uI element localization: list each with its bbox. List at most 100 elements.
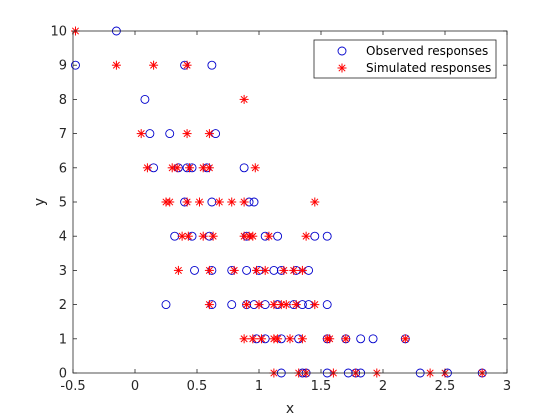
- y-tick-label: 10: [50, 25, 67, 40]
- legend: Observed responses Simulated responses: [313, 39, 497, 79]
- plot-area: [73, 31, 507, 373]
- observed-point: [207, 60, 217, 70]
- observed-point: [227, 300, 237, 310]
- simulated-point: [242, 300, 252, 310]
- y-tick-label: 4: [59, 230, 67, 245]
- series-simulated: [70, 26, 487, 378]
- simulated-point: [204, 300, 214, 310]
- observed-point: [242, 265, 252, 275]
- simulated-point: [198, 163, 208, 173]
- simulated-point: [252, 265, 262, 275]
- x-tick-label: 0: [131, 379, 139, 394]
- simulated-point: [248, 334, 258, 344]
- simulated-point: [208, 231, 218, 241]
- simulated-point: [325, 334, 335, 344]
- observed-point: [145, 129, 155, 139]
- simulated-point: [400, 334, 410, 344]
- observed-point: [368, 334, 378, 344]
- y-tick-label: 2: [59, 298, 67, 313]
- simulated-point: [227, 197, 237, 207]
- simulated-point: [111, 60, 121, 70]
- x-tick-label: 2: [379, 379, 387, 394]
- simulated-point: [310, 300, 320, 310]
- x-tick-label: 0.5: [187, 379, 208, 394]
- simulated-point: [204, 265, 214, 275]
- x-tick-label: 2.5: [435, 379, 456, 394]
- simulated-point: [214, 197, 224, 207]
- x-tick-label: 1.5: [311, 379, 332, 394]
- y-axis-label: y: [32, 198, 48, 206]
- simulated-point: [172, 163, 182, 173]
- simulated-point: [291, 300, 301, 310]
- simulated-point: [310, 197, 320, 207]
- simulated-point: [182, 60, 192, 70]
- simulated-point: [182, 197, 192, 207]
- simulated-point: [264, 231, 274, 241]
- simulated-point: [239, 334, 249, 344]
- y-tick-label: 8: [59, 93, 67, 108]
- observed-point: [71, 60, 80, 70]
- y-tick-label: 7: [59, 127, 67, 142]
- x-tick-label: 1: [255, 379, 263, 394]
- simulated-point: [149, 60, 159, 70]
- simulated-point: [204, 163, 214, 173]
- observed-point: [322, 300, 332, 310]
- simulated-point: [281, 300, 291, 310]
- simulated-point: [279, 265, 289, 275]
- simulated-point: [297, 334, 307, 344]
- simulated-point: [273, 334, 283, 344]
- simulated-point: [165, 197, 175, 207]
- simulated-point: [182, 129, 192, 139]
- simulated-point: [248, 231, 258, 241]
- simulated-point: [194, 197, 204, 207]
- observed-point: [356, 334, 366, 344]
- data-marks: [70, 26, 487, 378]
- simulated-point: [301, 231, 311, 241]
- observed-point: [140, 94, 150, 104]
- simulated-point: [341, 334, 351, 344]
- y-tick-label: 0: [59, 367, 67, 382]
- observed-point: [273, 231, 283, 241]
- simulated-point: [256, 334, 266, 344]
- simulated-point: [136, 129, 146, 139]
- simulated-point: [204, 129, 214, 139]
- x-axis-label: x: [286, 401, 294, 417]
- observed-point: [161, 300, 171, 310]
- legend-label-simulated: Simulated responses: [366, 61, 491, 75]
- simulated-point: [229, 265, 239, 275]
- legend-marker-observed: [337, 46, 347, 56]
- observed-point: [322, 231, 332, 241]
- simulated-point: [185, 163, 195, 173]
- legend-marker-simulated: [337, 63, 347, 73]
- x-tick-label: 3: [503, 379, 511, 394]
- simulated-point: [269, 300, 279, 310]
- simulated-point: [289, 265, 299, 275]
- simulated-point: [239, 197, 249, 207]
- observed-point: [239, 163, 249, 173]
- y-tick-label: 3: [59, 264, 67, 279]
- observed-point: [249, 197, 259, 207]
- simulated-point: [198, 231, 208, 241]
- simulated-point: [239, 94, 249, 104]
- y-tick-label: 6: [59, 161, 67, 176]
- simulated-point: [142, 163, 152, 173]
- legend-circle-marker: [337, 46, 347, 56]
- legend-asterisk-marker: [337, 63, 347, 73]
- simulated-point: [173, 265, 183, 275]
- simulated-point: [254, 300, 264, 310]
- simulated-point: [297, 265, 307, 275]
- x-tick-label: -0.5: [60, 379, 85, 394]
- y-tick-label: 5: [59, 196, 67, 211]
- observed-point: [269, 265, 279, 275]
- simulated-point: [285, 334, 295, 344]
- observed-point: [310, 231, 320, 241]
- y-tick-label: 9: [59, 59, 67, 74]
- y-tick-label: 1: [59, 332, 67, 347]
- legend-box: [313, 39, 497, 79]
- simulated-point: [250, 163, 260, 173]
- observed-point: [190, 265, 199, 275]
- simulated-point: [260, 265, 270, 275]
